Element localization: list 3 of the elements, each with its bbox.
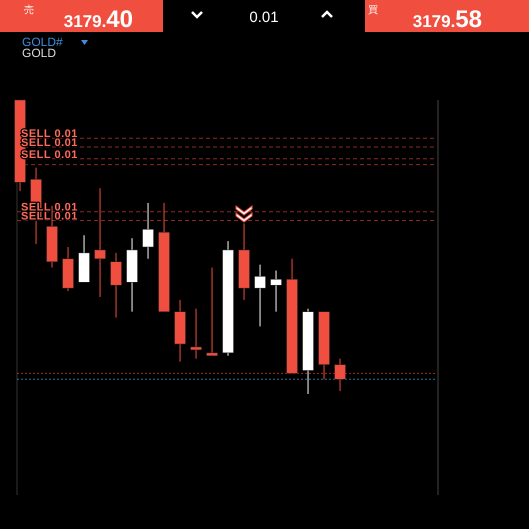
- chart-title: GOLD#: [22, 35, 64, 49]
- chart-subtitle: GOLD: [22, 46, 56, 60]
- header: 売 3179.40 0.01 買 3179.58: [0, 0, 529, 33]
